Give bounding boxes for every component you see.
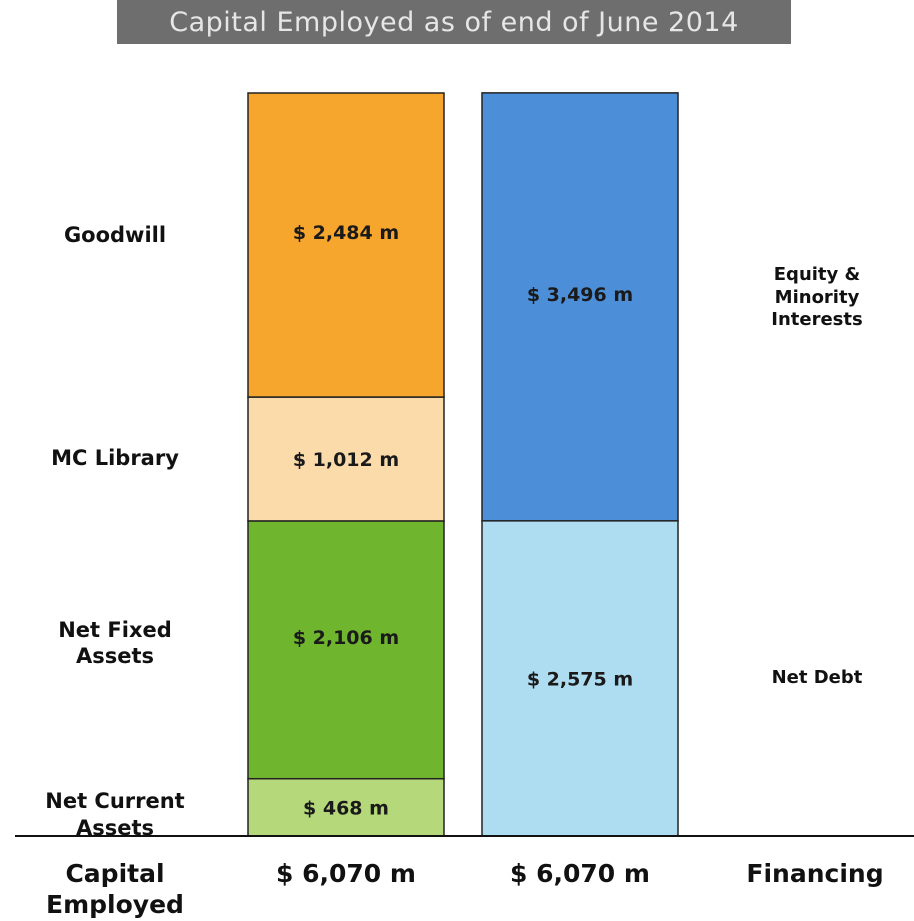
capital-employed-label: Capital Employed (20, 858, 210, 921)
category-label-line: Equity & (773, 264, 861, 286)
data-label-net-debt: $ 2,575 m (527, 668, 633, 690)
category-label-goodwill: Goodwill (20, 222, 210, 248)
category-label-line: Net Debt (771, 666, 863, 688)
category-label-line: Goodwill (63, 222, 167, 247)
category-label-line: Net Fixed (58, 617, 172, 642)
capital-employed-label-line2: Employed (46, 890, 184, 920)
category-label-net-debt: Net Debt (737, 667, 897, 690)
category-label-net-fixed-assets: Net Fixed Assets (20, 617, 210, 670)
data-label-net-fixed-assets: $ 2,106 m (293, 627, 399, 649)
category-label-net-current-assets: Net Current Assets (20, 788, 210, 841)
category-label-line: Net Current (45, 789, 185, 814)
category-label-equity-minority-interests: Equity & Minority Interests (737, 264, 897, 332)
category-label-line: Interests (771, 309, 863, 331)
financing-label: Financing (746, 859, 884, 888)
category-label-line: Assets (75, 644, 155, 669)
financing-total: $ 6,070 m (510, 859, 650, 888)
bar-segment-net-fixed-assets (247, 520, 445, 780)
category-label-line: Minority (774, 286, 860, 308)
data-label-equity-minority-interests: $ 3,496 m (527, 284, 633, 306)
capital-employed-label-line1: Capital (65, 859, 165, 888)
data-label-net-current-assets: $ 468 m (303, 797, 389, 819)
bar-segment-net-debt (481, 520, 679, 837)
bar-segment-equity-minority-interests (481, 92, 679, 522)
bar-segment-goodwill (247, 92, 445, 398)
category-label-mc-library: MC Library (20, 445, 210, 471)
category-label-line: Assets (75, 815, 155, 840)
category-label-line: MC Library (51, 446, 179, 471)
capital-employed-total: $ 6,070 m (276, 859, 416, 888)
chart-title: Capital Employed as of end of June 2014 (117, 0, 791, 44)
data-label-mc-library: $ 1,012 m (293, 449, 399, 471)
data-label-goodwill: $ 2,484 m (293, 222, 399, 244)
